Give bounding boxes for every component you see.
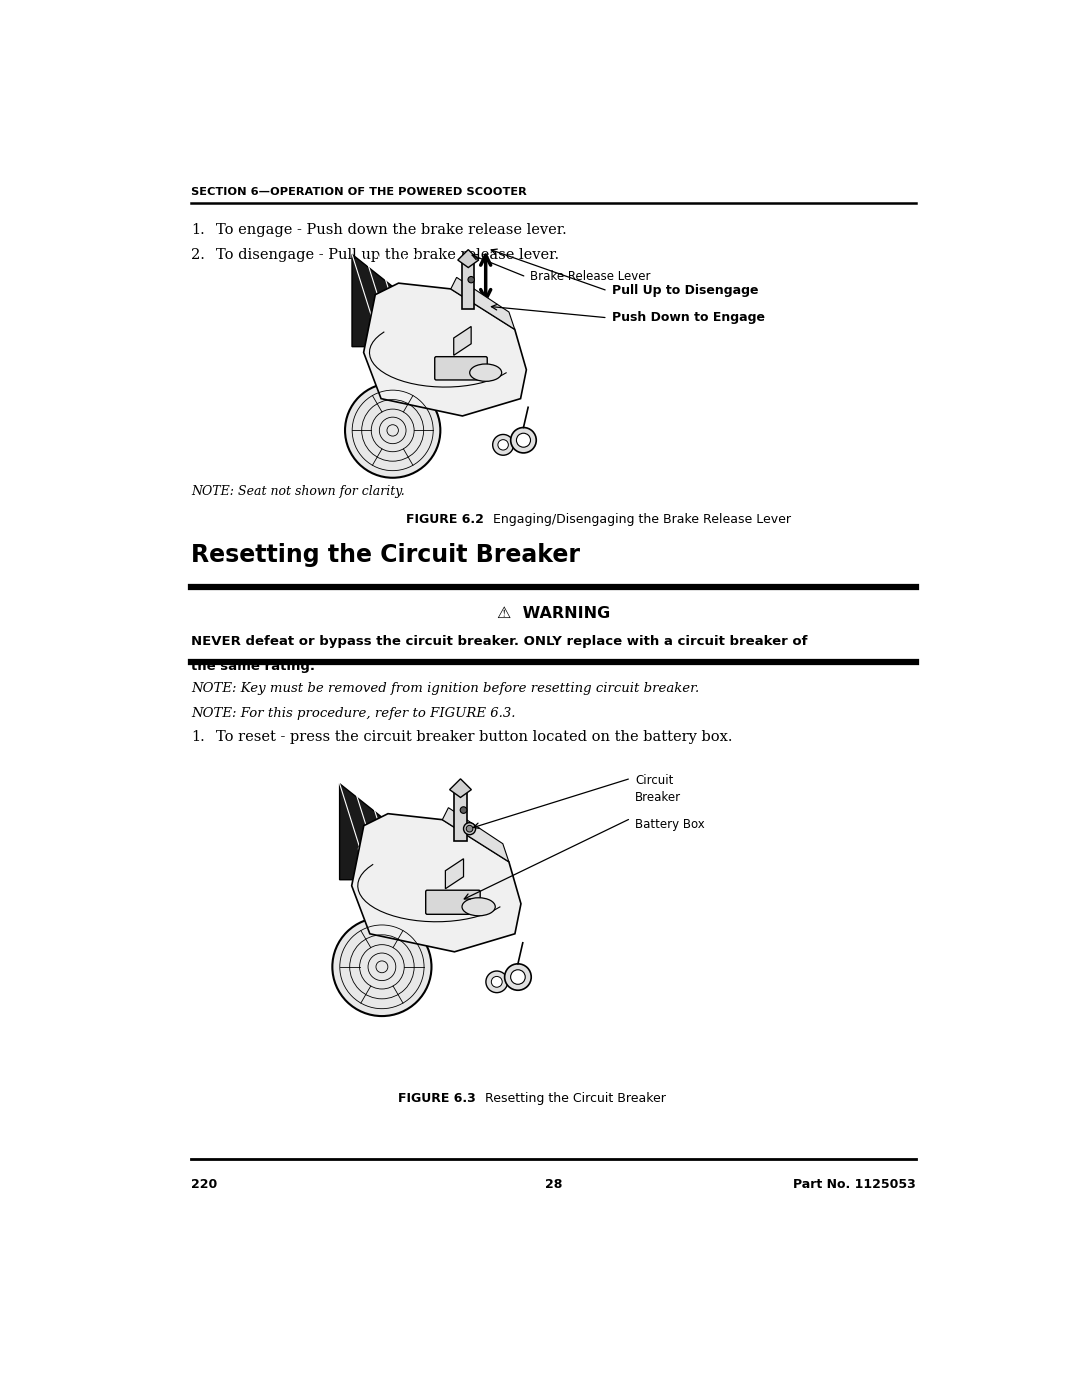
FancyBboxPatch shape (426, 890, 481, 914)
Bar (455, 789, 467, 841)
Text: Circuit: Circuit (635, 774, 673, 788)
Text: FIGURE 6.3: FIGURE 6.3 (399, 1091, 476, 1105)
Text: FIGURE 6.2: FIGURE 6.2 (406, 513, 484, 525)
Text: ⚠  WARNING: ⚠ WARNING (497, 606, 610, 620)
Circle shape (511, 970, 525, 985)
Text: Push Down to Engage: Push Down to Engage (611, 312, 765, 324)
Text: the same rating.: the same rating. (191, 659, 314, 673)
Text: 28: 28 (544, 1178, 563, 1190)
Text: Battery Box: Battery Box (635, 819, 704, 831)
Polygon shape (454, 327, 471, 355)
Circle shape (504, 964, 531, 990)
Polygon shape (339, 784, 460, 880)
Text: To engage - Push down the brake release lever.: To engage - Push down the brake release … (216, 224, 566, 237)
Circle shape (516, 433, 530, 447)
Text: NOTE: For this procedure, refer to FIGURE 6.3.: NOTE: For this procedure, refer to FIGUR… (191, 707, 515, 719)
Circle shape (491, 977, 502, 988)
Text: Resetting the Circuit Breaker: Resetting the Circuit Breaker (485, 1091, 666, 1105)
Text: Brake Release Lever: Brake Release Lever (530, 271, 651, 284)
Polygon shape (445, 859, 463, 888)
FancyBboxPatch shape (435, 356, 487, 380)
Circle shape (333, 918, 432, 1016)
Text: GWO: GWO (370, 302, 387, 321)
Text: NEVER defeat or bypass the circuit breaker. ONLY replace with a circuit breaker : NEVER defeat or bypass the circuit break… (191, 636, 807, 648)
Polygon shape (443, 807, 509, 862)
Circle shape (460, 806, 467, 813)
Circle shape (492, 434, 514, 455)
Text: NOTE: Seat not shown for clarity.: NOTE: Seat not shown for clarity. (191, 485, 405, 497)
Ellipse shape (462, 898, 496, 916)
Text: NOTE: Key must be removed from ignition before resetting circuit breaker.: NOTE: Key must be removed from ignition … (191, 682, 699, 694)
Text: 1.: 1. (191, 729, 204, 743)
Polygon shape (449, 780, 471, 798)
Circle shape (511, 427, 537, 453)
Text: 220: 220 (191, 1178, 217, 1190)
Ellipse shape (470, 365, 502, 381)
Text: To disengage - Pull up the brake release lever.: To disengage - Pull up the brake release… (216, 249, 558, 263)
Circle shape (345, 383, 441, 478)
Circle shape (468, 277, 474, 282)
Circle shape (463, 823, 475, 834)
Text: Part No. 1125053: Part No. 1125053 (794, 1178, 916, 1190)
Text: Breaker: Breaker (635, 791, 681, 805)
Text: Resetting the Circuit Breaker: Resetting the Circuit Breaker (191, 543, 580, 567)
Circle shape (467, 826, 473, 833)
Text: To reset - press the circuit breaker button located on the battery box.: To reset - press the circuit breaker but… (216, 729, 732, 743)
Polygon shape (352, 254, 469, 346)
Text: 1.: 1. (191, 224, 204, 237)
Text: Pull Up to Disengage: Pull Up to Disengage (611, 285, 758, 298)
Circle shape (486, 971, 508, 993)
Circle shape (498, 440, 509, 450)
Text: SECTION 6—OPERATION OF THE POWERED SCOOTER: SECTION 6—OPERATION OF THE POWERED SCOOT… (191, 187, 527, 197)
Polygon shape (458, 250, 478, 268)
Polygon shape (450, 278, 515, 330)
Text: GWO: GWO (357, 833, 377, 855)
Polygon shape (352, 813, 521, 951)
Text: 2.: 2. (191, 249, 205, 263)
Bar (462, 260, 474, 309)
Text: Engaging/Disengaging the Brake Release Lever: Engaging/Disengaging the Brake Release L… (494, 513, 791, 525)
Polygon shape (364, 284, 526, 416)
